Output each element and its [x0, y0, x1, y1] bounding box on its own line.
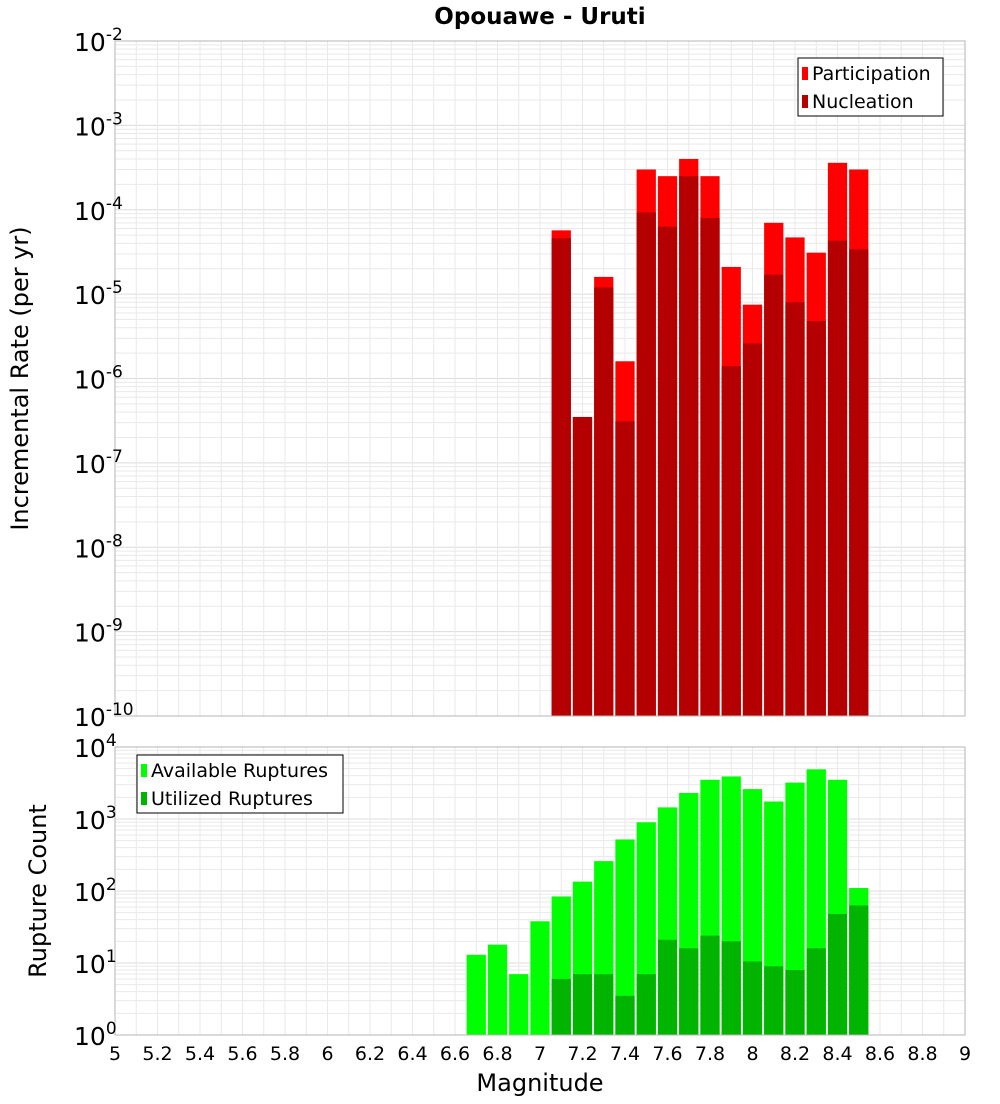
count-legend: Available Ruptures Utilized Ruptures [136, 754, 344, 814]
y-tick-label: 100 [74, 1019, 117, 1051]
rate-plot-frame [114, 40, 966, 717]
y-tick-label: 10-10 [74, 700, 134, 732]
bar [551, 978, 571, 1035]
bar [785, 302, 805, 716]
y-tick-label: 103 [74, 803, 117, 835]
bar [700, 935, 720, 1035]
x-tick-label: 8.2 [780, 1043, 810, 1065]
bar [572, 974, 593, 1035]
x-axis-label: Magnitude [476, 1069, 603, 1097]
bar [721, 941, 741, 1035]
chart-title: Opouawe - Uruti [434, 4, 645, 30]
bar [679, 176, 699, 716]
x-tick-label: 6.8 [482, 1043, 512, 1065]
x-tick-labels: 5 5.2 5.4 5.6 5.8 6 6.2 6.4 6.6 6.8 7 7.2 7.4 7.6 7.8 8… [109, 1043, 971, 1065]
bar [764, 274, 784, 716]
x-tick-label: 6.4 [397, 1043, 427, 1065]
x-tick-label: 5.6 [227, 1043, 257, 1065]
bar [679, 948, 699, 1035]
y-tick-label: 104 [74, 731, 117, 763]
legend-swatch [141, 764, 147, 777]
rate-legend: Participation Nucleation [797, 57, 944, 117]
bar [657, 939, 678, 1035]
x-tick-label: 8.8 [907, 1043, 937, 1065]
legend-label: Utilized Ruptures [151, 788, 313, 810]
series-utilized-ruptures [551, 905, 869, 1035]
bar [509, 974, 529, 1035]
x-tick-label: 7.8 [695, 1043, 725, 1065]
y-tick-label: 10-8 [74, 531, 123, 563]
y-tick-label: 10-3 [74, 109, 123, 141]
x-tick-label: 7 [534, 1043, 546, 1065]
x-tick-label: 5 [109, 1043, 121, 1065]
bar [466, 954, 486, 1035]
y-tick-label: 102 [74, 875, 117, 907]
y-tick-label: 10-4 [74, 194, 123, 226]
bar [764, 966, 784, 1035]
rate-y-tick-labels: 10-10 10-9 10-8 10-7 10-6 10-5 10-4 10-3 10-2 [74, 25, 134, 732]
rate-panel: 10-10 10-9 10-8 10-7 10-6 10-5 10-4 10-3 10-2 Inc… [6, 25, 966, 732]
x-tick-label: 9 [959, 1043, 971, 1065]
bar [827, 240, 848, 717]
count-y-tick-labels: 100 101 102 103 104 [74, 731, 117, 1051]
bar [572, 416, 593, 716]
legend-box [136, 754, 344, 814]
x-tick-label: 7.4 [610, 1043, 640, 1065]
bar [636, 212, 656, 717]
bar [530, 921, 550, 1035]
bar [615, 839, 635, 1035]
legend-box [797, 57, 944, 117]
bar [615, 995, 635, 1035]
x-tick-label: 7.2 [567, 1043, 597, 1065]
bar [721, 366, 741, 716]
y-tick-label: 10-7 [74, 447, 123, 479]
bar [806, 321, 826, 716]
y-tick-label: 10-6 [74, 363, 123, 395]
x-tick-label: 6.2 [355, 1043, 385, 1065]
bar [849, 905, 869, 1035]
legend-swatch [802, 67, 808, 80]
bar [636, 974, 656, 1035]
count-panel: 100 101 102 103 104 Rupture Count [24, 731, 966, 1051]
x-tick-label: 6.6 [440, 1043, 470, 1065]
x-tick-label: 5.4 [185, 1043, 215, 1065]
bar [806, 948, 826, 1035]
legend-swatch [141, 792, 147, 805]
x-tick-label: 8.6 [865, 1043, 895, 1065]
legend-label: Available Ruptures [151, 760, 328, 782]
y-tick-label: 101 [74, 947, 117, 979]
count-plot-frame [114, 746, 966, 1036]
bar [594, 974, 614, 1035]
bar [657, 226, 678, 716]
legend-swatch [802, 95, 808, 108]
x-tick-label: 5.2 [142, 1043, 172, 1065]
x-tick-label: 8 [746, 1043, 758, 1065]
x-tick-label: 6 [321, 1043, 333, 1065]
x-tick-label: 7.6 [652, 1043, 682, 1065]
bar [594, 287, 614, 716]
bar [700, 217, 720, 716]
legend-label: Participation [812, 63, 931, 85]
rate-y-axis-label: Incremental Rate (per yr) [6, 226, 34, 530]
bar [615, 421, 635, 716]
bar [849, 249, 869, 716]
bar [742, 961, 763, 1035]
legend-label: Nucleation [812, 91, 914, 113]
y-tick-label: 10-2 [74, 25, 123, 57]
x-tick-label: 8.4 [822, 1043, 852, 1065]
bar [742, 343, 763, 716]
bar [827, 913, 848, 1035]
bar [785, 969, 805, 1035]
y-tick-label: 10-5 [74, 278, 123, 310]
series-nucleation [551, 176, 869, 717]
bar [551, 238, 571, 716]
bar [487, 944, 508, 1035]
count-y-axis-label: Rupture Count [24, 804, 52, 978]
x-tick-label: 5.8 [270, 1043, 300, 1065]
y-tick-label: 10-9 [74, 616, 123, 648]
